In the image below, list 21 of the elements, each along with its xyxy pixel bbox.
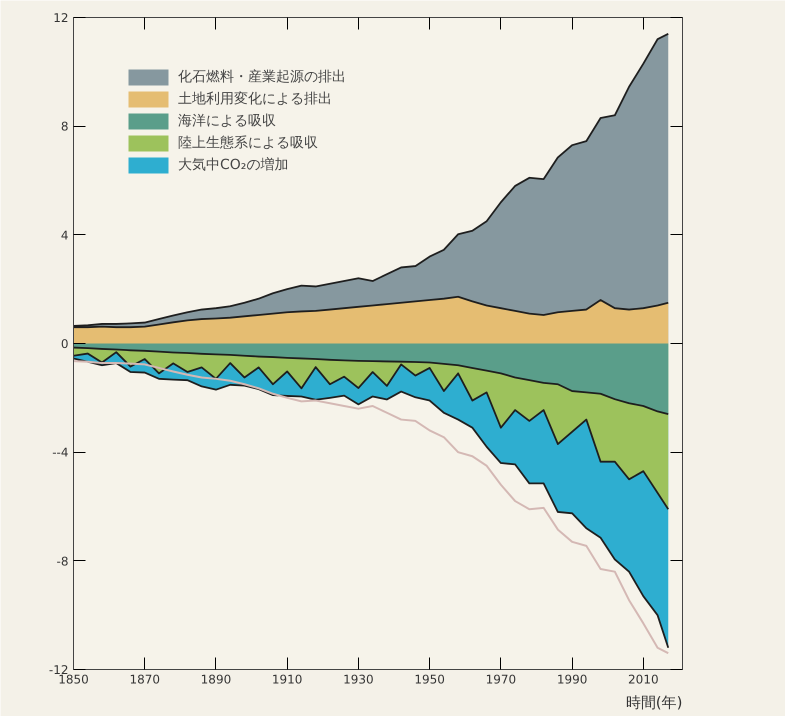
x-tick-label: 1890 [200, 672, 232, 686]
legend-label: 土地利用変化による排出 [178, 90, 332, 108]
legend-label: 大気中CO₂の増加 [178, 156, 288, 174]
legend-label: 海洋による吸収 [178, 112, 276, 130]
legend-label: 陸上生態系による吸収 [178, 134, 318, 152]
x-tick-label: 1910 [272, 672, 302, 686]
x-tick-label: 1990 [556, 672, 588, 686]
x-tick-label: 1930 [343, 672, 374, 686]
x-axis-title: 時間(年) [626, 694, 683, 712]
x-tick-label: 1850 [58, 672, 89, 686]
y-tick-label: -8 [56, 554, 69, 568]
y-tick-label: 12 [53, 11, 69, 25]
y-tick-label: 8 [60, 120, 69, 134]
y-tick-label: 0 [60, 337, 69, 351]
x-tick-label: 2010 [628, 672, 659, 686]
x-tick-label: 1950 [414, 672, 445, 686]
x-tick-label: 1870 [129, 672, 160, 686]
x-tick-label: 1970 [486, 672, 516, 686]
legend-label: 化石燃料・産業起源の排出 [178, 68, 346, 86]
y-tick-label: --4 [52, 446, 68, 460]
y-tick-label: 4 [60, 228, 69, 242]
